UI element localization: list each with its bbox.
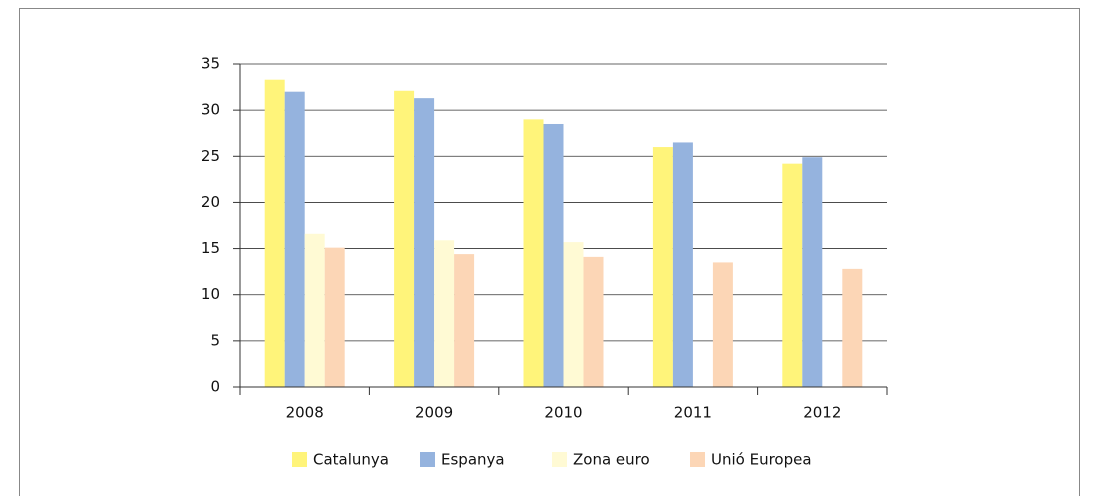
legend-label: Espanya: [441, 451, 505, 469]
bar: [543, 123, 564, 387]
x-tick-label: 2008: [286, 404, 324, 422]
legend-label: Unió Europea: [711, 451, 812, 469]
bar: [672, 142, 693, 387]
y-tick-label: 35: [201, 55, 220, 73]
bar: [304, 233, 325, 387]
bar: [324, 247, 345, 387]
y-tick-label: 30: [201, 101, 220, 119]
x-tick-label: 2012: [803, 404, 841, 422]
y-tick-label: 0: [210, 378, 220, 396]
legend-swatch: [552, 452, 567, 467]
bar: [652, 147, 673, 387]
bar: [414, 98, 435, 387]
x-tick-label: 2010: [544, 404, 582, 422]
y-tick-label: 10: [201, 285, 220, 303]
bar: [394, 90, 415, 388]
y-tick-label: 5: [210, 331, 220, 349]
legend-swatch: [690, 452, 705, 467]
legend-label: Catalunya: [313, 451, 389, 469]
bar: [284, 91, 305, 387]
y-tick-label: 20: [201, 193, 220, 211]
bar: [523, 119, 544, 387]
y-tick-label: 25: [201, 147, 220, 165]
bar: [563, 242, 584, 387]
y-tick-label: 15: [201, 239, 220, 257]
bar: [802, 157, 823, 387]
bar: [434, 240, 455, 387]
bar: [454, 254, 475, 387]
x-tick-label: 2011: [674, 404, 712, 422]
legend-swatch: [292, 452, 307, 467]
x-tick-label: 2009: [415, 404, 453, 422]
bar: [782, 163, 803, 387]
bar: [264, 79, 285, 387]
bar: [583, 256, 604, 387]
bar: [712, 262, 733, 387]
legend-swatch: [420, 452, 435, 467]
bar: [842, 268, 863, 387]
legend-label: Zona euro: [573, 451, 650, 469]
